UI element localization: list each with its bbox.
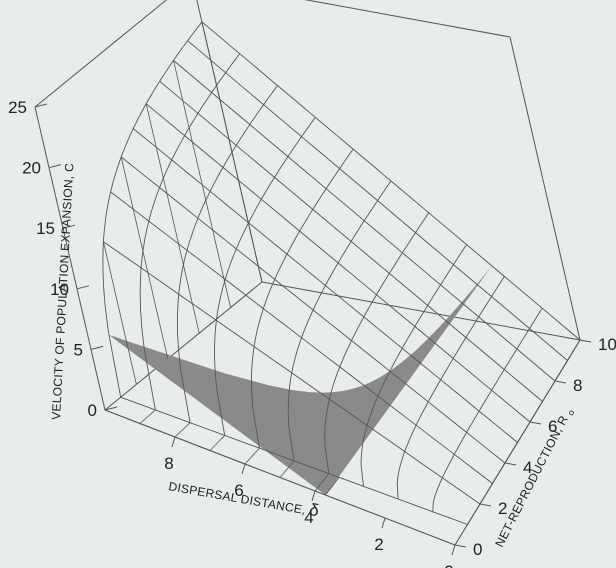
mesh-line-d-6 — [250, 148, 354, 449]
z-tick-label-25: 25 — [8, 98, 27, 117]
x-tick-label-0: 0 — [444, 562, 453, 568]
x-tick-label-2: 2 — [374, 535, 383, 554]
mesh-line-d-8 — [176, 85, 278, 423]
x-tick-2 — [381, 517, 386, 529]
x-tick-label-6: 6 — [234, 481, 243, 500]
y-tick-0 — [454, 544, 467, 548]
mesh-line-d-4 — [324, 212, 430, 474]
y-axis-title-text: NET-REPRODUCTION, R — [492, 413, 571, 549]
y-axis-line — [454, 339, 581, 546]
x-tick-label-4: 4 — [304, 508, 313, 527]
mesh-line-d-2 — [396, 276, 505, 500]
x-tick-labels: 0 2 4 6 8 — [164, 454, 453, 568]
mesh-line-d-3 — [360, 244, 467, 487]
mesh-line-r-9 — [187, 40, 568, 361]
x-tick-6 — [241, 463, 246, 475]
mesh-line-d-1 — [432, 307, 543, 512]
x-tick-0 — [451, 544, 456, 556]
box-edge-vertical-right — [509, 36, 581, 341]
z-tick-20 — [48, 164, 62, 169]
x-axis-title: DISPERSAL DISTANCE, δ — [167, 475, 320, 520]
mesh-line-d-7 — [214, 117, 316, 436]
y-tick-label-2: 2 — [498, 499, 507, 518]
z-tick-15 — [62, 224, 76, 229]
y-tick-2 — [479, 503, 492, 507]
z-tick-5 — [90, 345, 104, 350]
floor-line-4 — [314, 473, 330, 492]
y-tick-label-6: 6 — [548, 417, 557, 436]
left-wall-line-4 — [120, 156, 169, 359]
mesh-line-r-6 — [145, 103, 531, 423]
x-tick-4 — [311, 490, 316, 502]
y-tick-8 — [554, 380, 567, 384]
mesh-line-d-9 — [139, 53, 241, 410]
box-edge-vertical-back — [196, 0, 263, 283]
left-wall-line-8 — [173, 60, 231, 308]
mesh-line-r-2 — [103, 241, 481, 505]
floor-line-7 — [209, 435, 226, 451]
floor-line-8 — [174, 422, 191, 438]
tick-marks — [34, 103, 592, 556]
box-edge-vertical-left — [34, 106, 106, 411]
mesh-line-r-3 — [110, 191, 493, 484]
highlight-region-layer — [108, 265, 492, 496]
box-edge-top-right — [304, 0, 511, 38]
mesh-line-r-5 — [133, 128, 518, 443]
mesh-line-r-4 — [120, 156, 506, 464]
z-tick-25 — [34, 103, 48, 108]
z-tick-label-20: 20 — [22, 159, 41, 178]
surface-mesh — [102, 21, 581, 525]
mesh-line-r-10 — [201, 21, 581, 341]
mesh-line-r-7 — [159, 80, 543, 402]
highlight-region — [108, 265, 492, 496]
mesh-line-d-5 — [287, 180, 392, 461]
z-tick-label-15: 15 — [36, 219, 55, 238]
y-tick-4 — [504, 462, 517, 466]
z-tick-10 — [76, 285, 90, 290]
y-axis-subscript: o — [565, 408, 576, 417]
x-tick-label-8: 8 — [164, 454, 173, 473]
box-edge-floor-left — [104, 281, 263, 411]
left-wall-line-2 — [103, 241, 137, 385]
floor-line-3.7 — [325, 477, 340, 496]
x-tick-8 — [171, 436, 176, 448]
y-tick-label-4: 4 — [523, 458, 532, 477]
floor-line-9 — [139, 409, 156, 424]
z-tick-label-5: 5 — [74, 340, 83, 359]
y-tick-labels: 0 2 4 6 8 10 — [473, 335, 616, 559]
mesh-line-r-8 — [173, 60, 556, 382]
y-tick-label-10: 10 — [598, 335, 616, 354]
z-tick-label-0: 0 — [88, 401, 97, 420]
y-tick-label-8: 8 — [573, 376, 582, 395]
mesh-line-d-10 — [102, 21, 203, 398]
y-tick-label-0: 0 — [473, 540, 482, 559]
z-tick-label-10: 10 — [50, 280, 69, 299]
y-axis-title: NET-REPRODUCTION, R o — [492, 405, 576, 550]
y-tick-10 — [579, 339, 592, 343]
x-axis-symbol: δ — [308, 500, 321, 520]
box-edge-top-left — [34, 0, 168, 108]
left-wall-line-6 — [145, 103, 200, 334]
left-wall-line-10 — [201, 21, 263, 283]
y-tick-6 — [529, 421, 542, 425]
x-axis-line — [104, 409, 456, 546]
box-edge-floor-right — [261, 281, 581, 341]
bounding-box-front — [104, 339, 581, 546]
z-tick-0 — [104, 406, 118, 411]
z-tick-labels: 0 5 10 15 20 25 — [8, 98, 97, 420]
floor-line-6 — [244, 447, 260, 465]
floor-line-5 — [279, 460, 295, 478]
